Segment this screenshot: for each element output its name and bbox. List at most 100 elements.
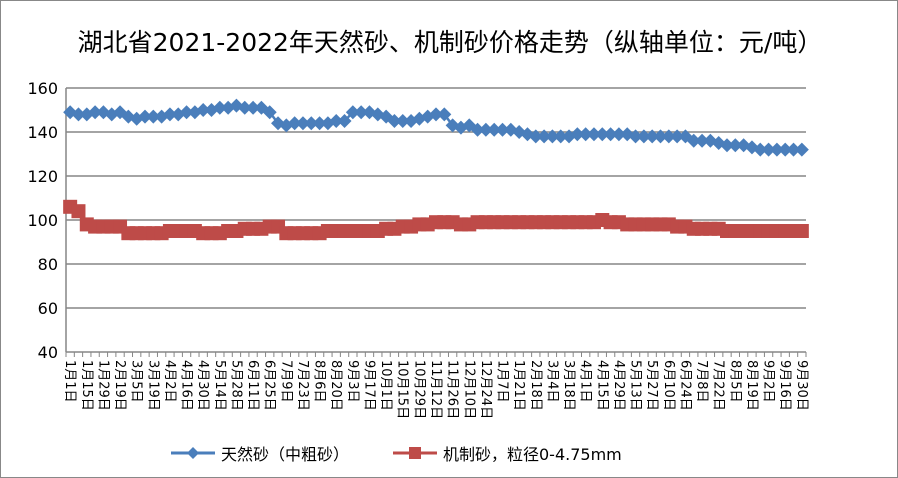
data-point xyxy=(387,114,402,128)
data-point xyxy=(695,133,710,148)
series-1 xyxy=(63,98,809,157)
data-point xyxy=(503,122,518,137)
x-tick-label: 4月16日 xyxy=(179,360,194,411)
data-point xyxy=(653,129,668,144)
data-point xyxy=(728,138,743,153)
data-point xyxy=(603,127,618,142)
x-tick-label: 9月17日 xyxy=(361,360,376,411)
data-point xyxy=(761,142,776,157)
y-tick-label: 80 xyxy=(38,255,58,274)
data-point xyxy=(354,105,369,120)
x-tick-label: 2月18日 xyxy=(528,360,543,411)
data-point xyxy=(162,107,177,122)
x-tick-label: 10月29日 xyxy=(411,360,426,419)
x-tick-label: 1月21日 xyxy=(511,360,526,411)
data-point xyxy=(528,129,543,144)
x-tick-label: 11月12日 xyxy=(428,360,443,419)
x-tick-label: 4月29日 xyxy=(611,360,626,411)
data-point xyxy=(71,204,86,219)
y-tick-label: 100 xyxy=(27,211,58,230)
data-point xyxy=(487,122,502,137)
data-point xyxy=(495,122,510,137)
data-point xyxy=(794,142,809,157)
x-tick-label: 5月27日 xyxy=(644,360,659,411)
data-point xyxy=(345,105,360,120)
data-point xyxy=(595,127,610,142)
diamond-marker-icon xyxy=(171,447,215,459)
series-2 xyxy=(63,199,809,241)
legend-label: 机制砂，粒径0-4.75mm xyxy=(443,445,622,464)
x-tick-label: 6月24日 xyxy=(677,360,692,411)
x-tick-label: 3月19日 xyxy=(145,360,160,411)
data-point xyxy=(304,116,319,131)
x-tick-label: 3月4日 xyxy=(544,360,559,403)
data-point xyxy=(237,100,252,115)
x-tick-label: 1月15日 xyxy=(79,360,94,411)
data-point xyxy=(262,105,277,120)
data-point xyxy=(670,129,685,144)
data-point xyxy=(437,107,452,122)
x-tick-label: 5月14日 xyxy=(212,360,227,411)
x-tick-label: 9月2日 xyxy=(761,360,776,403)
x-tick-label: 7月23日 xyxy=(295,360,310,411)
data-point xyxy=(769,142,784,157)
data-point xyxy=(246,100,261,115)
data-point xyxy=(71,107,86,122)
x-tick-label: 10月15日 xyxy=(395,360,410,419)
data-point xyxy=(794,224,809,238)
y-tick-label: 140 xyxy=(27,123,58,142)
square-marker-icon xyxy=(393,447,437,459)
data-point xyxy=(537,129,552,144)
data-point xyxy=(88,105,103,120)
data-point xyxy=(470,122,485,137)
x-tick-label: 1月29日 xyxy=(95,360,110,411)
data-point xyxy=(295,116,310,131)
x-tick-label: 7月22日 xyxy=(711,360,726,411)
x-tick-label: 12月24日 xyxy=(478,360,493,419)
x-tick-label: 3月18日 xyxy=(561,360,576,411)
data-point xyxy=(329,114,344,128)
x-tick-label: 9月3日 xyxy=(345,360,360,403)
data-point xyxy=(395,114,410,128)
data-point xyxy=(196,103,211,117)
data-point xyxy=(570,127,585,142)
x-tick-label: 9月16日 xyxy=(777,360,792,411)
x-tick-label: 8月6日 xyxy=(312,360,327,403)
data-point xyxy=(786,142,801,157)
data-point xyxy=(578,127,593,142)
x-tick-label: 7月9日 xyxy=(278,360,293,403)
data-point xyxy=(478,122,493,137)
data-point xyxy=(611,127,626,142)
x-tick-label: 3月5日 xyxy=(129,360,144,403)
data-point xyxy=(137,109,152,124)
data-point xyxy=(312,116,327,131)
data-point xyxy=(429,107,443,122)
legend-item-manufactured-sand: 机制砂，粒径0-4.75mm xyxy=(393,441,622,465)
data-point xyxy=(553,129,568,144)
x-tick-label: 4月1日 xyxy=(578,360,593,403)
x-tick-label: 6月10日 xyxy=(661,360,676,411)
x-tick-label: 7月8日 xyxy=(694,360,709,403)
data-point xyxy=(686,133,701,148)
x-tick-label: 9月30日 xyxy=(794,360,809,411)
legend-item-natural-sand: 天然砂（中粗砂） xyxy=(171,441,349,465)
x-tick-label: 6月25日 xyxy=(262,360,277,411)
legend-label: 天然砂（中粗砂） xyxy=(221,445,350,464)
x-tick-label: 6月11日 xyxy=(245,360,260,411)
x-tick-label: 1月1日 xyxy=(62,360,77,403)
x-tick-label: 8月5日 xyxy=(727,360,742,403)
data-point xyxy=(645,129,660,144)
data-point xyxy=(636,129,651,144)
data-point xyxy=(545,129,560,144)
data-point xyxy=(337,114,352,128)
x-tick-label: 5月28日 xyxy=(228,360,243,411)
x-tick-label: 1月7日 xyxy=(495,360,510,403)
data-point xyxy=(586,127,601,142)
x-tick-label: 4月30日 xyxy=(195,360,210,411)
data-point xyxy=(121,109,136,124)
x-tick-label: 10月1日 xyxy=(378,360,393,411)
data-point xyxy=(661,129,676,144)
data-point xyxy=(146,109,161,124)
